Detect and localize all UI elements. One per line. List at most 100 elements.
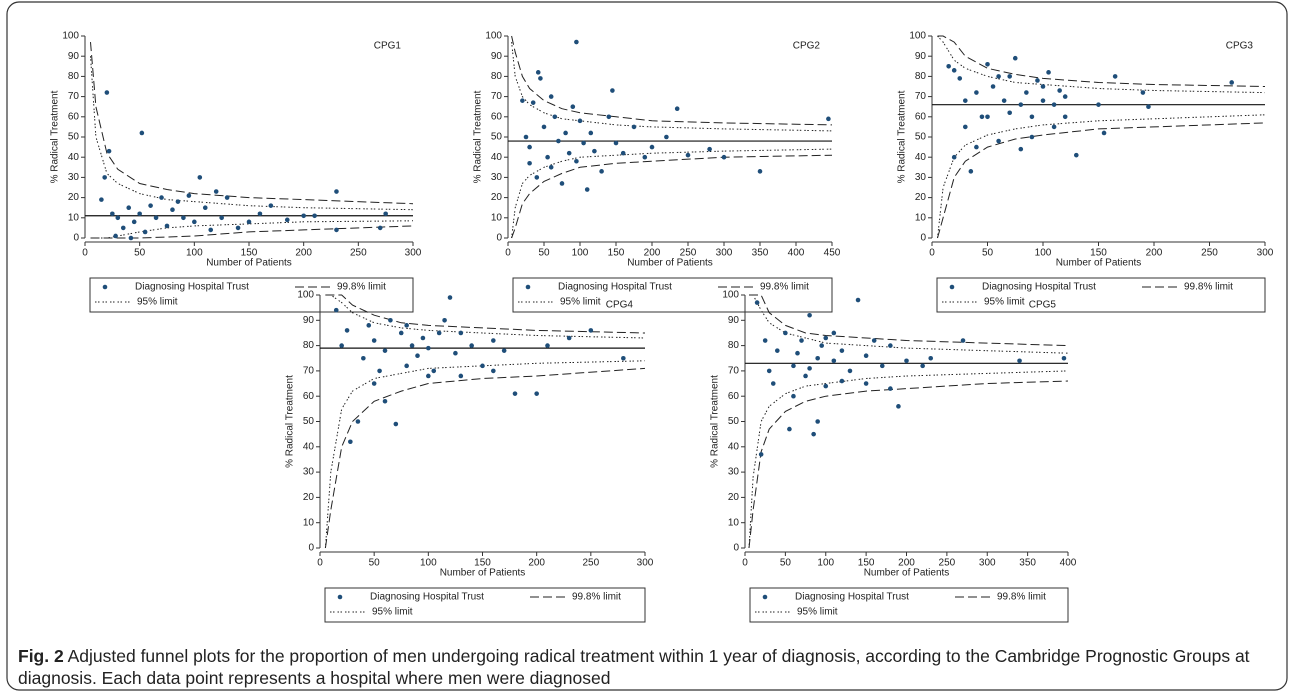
data-point <box>268 203 274 208</box>
data-point <box>920 363 925 369</box>
data-point <box>377 368 382 374</box>
x-tick-label: 150 <box>474 558 491 569</box>
y-tick-label: 70 <box>491 91 503 102</box>
data-point <box>847 368 853 374</box>
data-point <box>879 363 885 369</box>
data-point <box>985 114 990 120</box>
y-tick-label: 80 <box>728 340 740 351</box>
data-point <box>382 348 388 353</box>
data-point <box>1101 130 1107 136</box>
data-point <box>1096 102 1101 107</box>
data-point <box>815 355 820 361</box>
data-point <box>775 348 780 353</box>
y-tick-label: 30 <box>68 172 80 183</box>
legend-label: Diagnosing Hospital Trust <box>135 282 249 293</box>
y-tick-label: 100 <box>485 31 502 42</box>
x-tick-label: 0 <box>82 248 88 259</box>
x-tick-label: 150 <box>608 248 625 259</box>
x-tick-label: 0 <box>742 558 748 569</box>
x-tick-label: 200 <box>528 558 545 569</box>
legend-label: 99.8% limit <box>997 592 1046 603</box>
data-point <box>431 368 437 374</box>
limit-lower <box>90 225 414 239</box>
y-tick-label: 40 <box>915 152 927 163</box>
data-point <box>556 138 561 144</box>
data-point <box>480 363 485 369</box>
data-point <box>541 124 547 130</box>
data-point <box>649 144 655 150</box>
data-point <box>707 146 712 152</box>
data-point <box>559 181 565 186</box>
x-tick-label: 450 <box>824 248 841 259</box>
limit-lower <box>324 367 646 549</box>
y-axis-label: % Radical Treatment <box>473 90 484 183</box>
data-point <box>106 148 112 154</box>
legend-marker <box>102 284 108 290</box>
data-point <box>415 353 420 359</box>
y-tick-label: 20 <box>728 492 740 503</box>
x-tick-label: 100 <box>817 558 834 569</box>
legend-label: Diagnosing Hospital Trust <box>795 592 909 603</box>
data-point <box>974 144 979 150</box>
y-tick-label: 60 <box>728 391 740 402</box>
y-tick-label: 0 <box>308 543 314 554</box>
data-point <box>219 215 224 221</box>
data-point <box>520 98 525 103</box>
x-tick-label: 250 <box>939 558 956 569</box>
x-tick-label: 250 <box>350 248 367 259</box>
data-point <box>1051 102 1057 107</box>
data-point <box>192 219 197 225</box>
data-point <box>208 227 214 233</box>
data-point <box>581 140 586 146</box>
legend-label: 99.8% limit <box>337 282 386 293</box>
x-axis-label: Number of Patients <box>1056 258 1142 269</box>
data-point <box>574 39 579 45</box>
limit-upper <box>749 294 1069 347</box>
data-point <box>563 130 568 136</box>
data-point <box>148 203 153 208</box>
x-tick-label: 200 <box>898 558 915 569</box>
data-point <box>1018 102 1024 107</box>
x-tick-label: 50 <box>780 558 792 569</box>
y-axis-label: % Radical Treatment <box>50 90 61 183</box>
data-point <box>758 452 764 457</box>
data-point <box>888 343 893 348</box>
data-point <box>584 187 590 192</box>
legend-label: Diagnosing Hospital Trust <box>370 592 484 603</box>
limit-lower <box>511 148 833 239</box>
x-tick-label: 300 <box>405 248 422 259</box>
y-tick-label: 70 <box>303 366 315 377</box>
data-point <box>523 134 529 140</box>
data-point <box>1229 80 1234 85</box>
y-tick-label: 60 <box>915 111 927 122</box>
data-point <box>284 217 290 223</box>
data-point <box>383 211 388 217</box>
limit-upper <box>749 294 1069 354</box>
data-point <box>436 330 442 336</box>
data-point <box>1029 114 1035 120</box>
data-point <box>388 318 393 323</box>
data-point <box>186 193 192 198</box>
data-point <box>458 330 464 336</box>
data-point <box>985 61 990 67</box>
data-point <box>946 64 951 69</box>
limit-upper <box>325 294 646 334</box>
data-point <box>754 300 760 305</box>
data-point <box>175 199 181 204</box>
y-tick-label: 0 <box>496 233 502 244</box>
data-point <box>312 213 317 219</box>
x-tick-label: 0 <box>317 558 323 569</box>
x-tick-label: 200 <box>1146 248 1163 259</box>
data-point <box>527 160 532 166</box>
x-tick-label: 350 <box>1019 558 1036 569</box>
y-tick-label: 10 <box>491 212 503 223</box>
data-point <box>791 393 796 399</box>
data-point <box>426 373 431 379</box>
limit-lower <box>937 122 1266 239</box>
data-point <box>819 343 825 348</box>
data-point <box>610 88 615 93</box>
data-point <box>442 318 447 323</box>
data-point <box>599 169 604 174</box>
data-point <box>398 330 404 336</box>
